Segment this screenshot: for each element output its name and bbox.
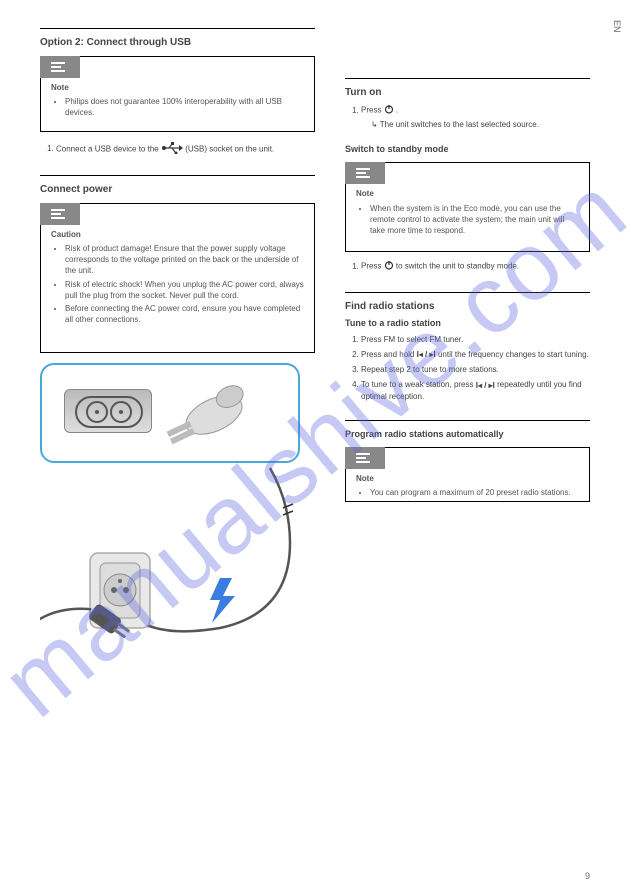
page-content: Option 2: Connect through USB Note Phili… bbox=[0, 0, 630, 893]
plug-connector bbox=[42, 365, 302, 465]
step-text: Connect a USB device to the bbox=[56, 144, 159, 153]
tuner-title: Find radio stations bbox=[345, 301, 590, 312]
usb-icon bbox=[161, 142, 183, 157]
tune-subtitle: Tune to a radio station bbox=[345, 318, 590, 328]
note-icon bbox=[40, 56, 80, 78]
note-icon bbox=[345, 162, 385, 184]
power-icon bbox=[384, 260, 394, 273]
power-cord-illustration bbox=[40, 463, 300, 643]
note-item: When the system is in the Eco mode, you … bbox=[370, 203, 579, 237]
divider bbox=[345, 78, 590, 79]
prev-next-icon: I◂ / ▸I bbox=[417, 349, 436, 360]
note-icon bbox=[345, 447, 385, 469]
standby-steps: Press to switch the unit to standby mode… bbox=[345, 260, 590, 277]
result-text: The unit switches to the last selected s… bbox=[380, 120, 539, 129]
note-box-usb: Note Philips does not guarantee 100% int… bbox=[40, 56, 315, 132]
caution-label: Caution bbox=[51, 229, 304, 240]
standby-title: Switch to standby mode bbox=[345, 144, 590, 154]
divider bbox=[345, 292, 590, 293]
usb-step: Connect a USB device to the (USB) soc bbox=[40, 142, 315, 161]
note-body: Note When the system is in the Eco mode,… bbox=[346, 184, 589, 248]
auto-title: Program radio stations automatically bbox=[345, 429, 590, 439]
note-body: Note You can program a maximum of 20 pre… bbox=[346, 469, 589, 510]
left-column: Option 2: Connect through USB Note Phili… bbox=[40, 20, 315, 873]
note-item: Before connecting the AC power cord, ens… bbox=[65, 303, 304, 325]
note-body: Caution Risk of product damage! Ensure t… bbox=[41, 225, 314, 338]
tuner-steps: Press FM to select FM tuner. Press and h… bbox=[345, 334, 590, 407]
note-box-standby: Note When the system is in the Eco mode,… bbox=[345, 162, 590, 252]
prev-next-icon: I◂ / ▸I bbox=[476, 380, 495, 391]
step-suffix: (USB) socket on the unit. bbox=[185, 144, 274, 153]
list-item: Press FM to select FM tuner. bbox=[361, 334, 590, 345]
power-icon bbox=[384, 104, 394, 117]
power-socket-illustration bbox=[40, 363, 300, 463]
page-number: 9 bbox=[585, 871, 590, 881]
usb-title: Option 2: Connect through USB bbox=[40, 37, 315, 48]
note-item: Risk of product damage! Ensure that the … bbox=[65, 243, 304, 277]
turn-on-title: Turn on bbox=[345, 87, 590, 98]
divider bbox=[40, 28, 315, 29]
note-item: You can program a maximum of 20 preset r… bbox=[370, 487, 579, 498]
text: Press bbox=[361, 106, 381, 115]
note-item: Risk of electric shock! When you unplug … bbox=[65, 279, 304, 301]
turn-on-body: Press . ↳ The unit switches to the last … bbox=[345, 104, 590, 134]
note-body: Note Philips does not guarantee 100% int… bbox=[41, 78, 314, 131]
list-item: Repeat step 2 to tune to more stations. bbox=[361, 364, 590, 375]
note-icon bbox=[40, 203, 80, 225]
list-item: To tune to a weak station, press I◂ / ▸I… bbox=[361, 379, 590, 402]
right-column: Turn on Press . ↳ The unit switches to t… bbox=[345, 20, 590, 873]
power-title: Connect power bbox=[40, 184, 315, 195]
lightning-icon bbox=[210, 578, 235, 623]
list-item: Press and hold I◂ / ▸I until the frequen… bbox=[361, 349, 590, 360]
divider bbox=[40, 175, 315, 176]
note-item: Philips does not guarantee 100% interope… bbox=[65, 96, 304, 118]
text: . bbox=[396, 106, 398, 115]
note-box-auto: Note You can program a maximum of 20 pre… bbox=[345, 447, 590, 502]
divider bbox=[345, 420, 590, 421]
note-box-power: Caution Risk of product damage! Ensure t… bbox=[40, 203, 315, 353]
